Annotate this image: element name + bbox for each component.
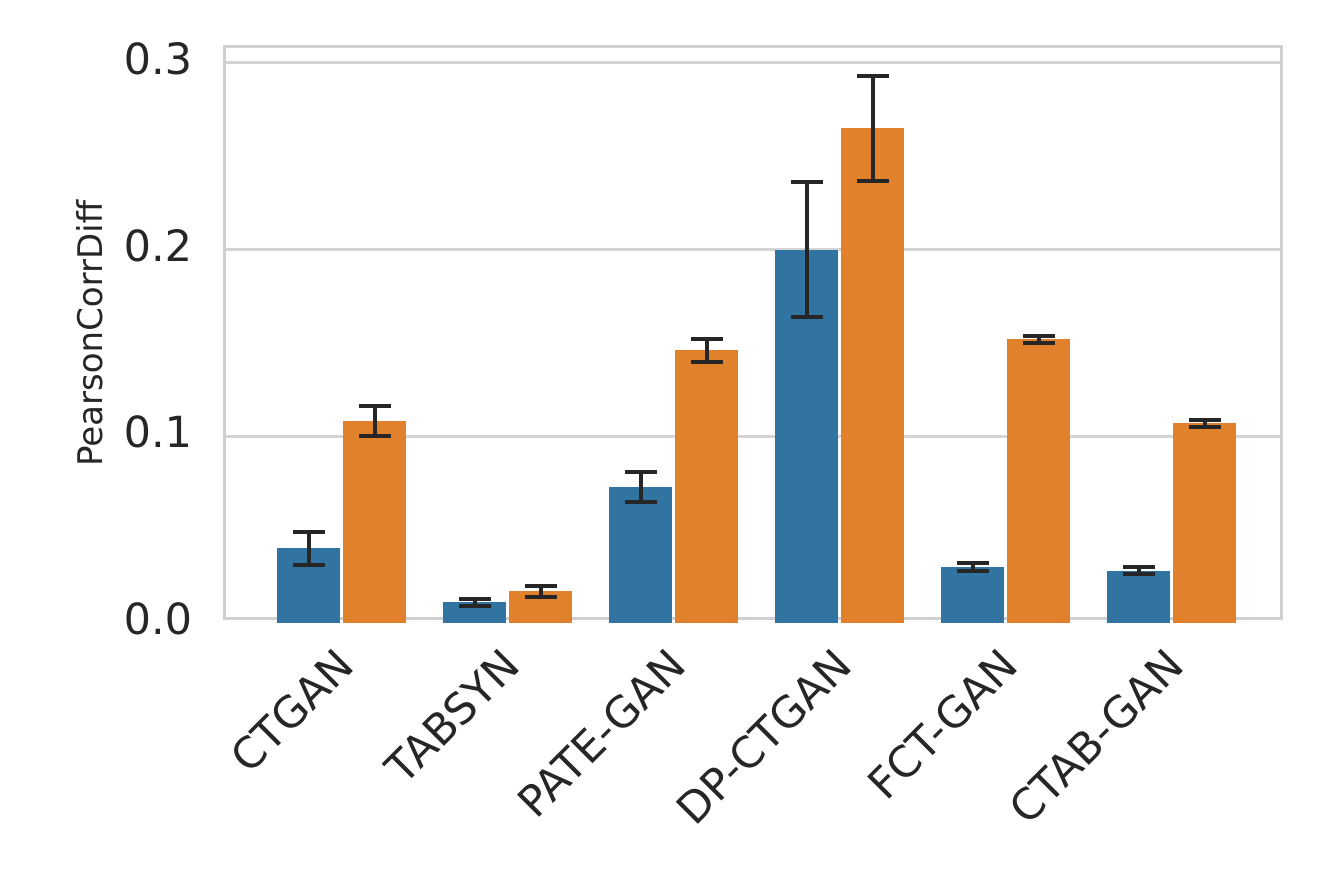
error-bar-series-orange-TABSYN — [538, 585, 543, 597]
y-tick-label-0.3: 0.3 — [123, 34, 192, 85]
y-tick-label-0.2: 0.2 — [123, 221, 192, 272]
bar-series-blue-CTAB-GAN — [1107, 570, 1170, 623]
error-cap-bottom-series-blue-CTGAN — [292, 563, 325, 568]
error-cap-top-series-orange-FCT-GAN — [1022, 333, 1055, 338]
bar-series-orange-FCT-GAN — [1007, 339, 1070, 623]
bar-series-orange-PATE-GAN — [675, 350, 738, 623]
error-cap-top-series-orange-CTAB-GAN — [1188, 417, 1221, 422]
x-tick-label-TABSYN: TABSYN — [376, 640, 530, 794]
error-cap-bottom-series-orange-PATE-GAN — [690, 359, 723, 364]
gridline-y-0.2 — [226, 248, 1280, 252]
error-bar-series-orange-DP-CTGAN — [870, 76, 875, 181]
bar-series-orange-CTGAN — [343, 421, 406, 623]
error-cap-bottom-series-blue-TABSYN — [458, 604, 491, 609]
plot-area — [223, 45, 1283, 623]
error-bar-series-blue-CTGAN — [306, 531, 311, 566]
bar-series-orange-DP-CTGAN — [841, 128, 904, 623]
error-bar-series-orange-CTAB-GAN — [1202, 419, 1207, 427]
error-cap-bottom-series-orange-TABSYN — [524, 594, 557, 599]
error-cap-bottom-series-blue-CTAB-GAN — [1122, 572, 1155, 577]
error-cap-bottom-series-blue-DP-CTGAN — [790, 314, 823, 319]
error-cap-top-series-blue-TABSYN — [458, 596, 491, 601]
error-cap-bottom-series-blue-FCT-GAN — [956, 568, 989, 573]
error-bar-series-orange-FCT-GAN — [1036, 335, 1041, 343]
error-cap-top-series-orange-TABSYN — [524, 583, 557, 588]
y-tick-label-0.0: 0.0 — [123, 595, 192, 645]
error-bar-series-blue-TABSYN — [472, 598, 477, 607]
error-bar-series-orange-CTGAN — [372, 406, 377, 437]
error-cap-bottom-series-orange-FCT-GAN — [1022, 340, 1055, 345]
error-cap-bottom-series-orange-CTAB-GAN — [1188, 424, 1221, 429]
error-bar-series-blue-FCT-GAN — [970, 563, 975, 571]
error-cap-bottom-series-blue-PATE-GAN — [624, 499, 657, 504]
gridline-y-0.1 — [226, 434, 1280, 438]
bar-series-blue-PATE-GAN — [609, 486, 672, 623]
error-cap-bottom-series-orange-DP-CTGAN — [856, 178, 889, 183]
error-cap-top-series-blue-CTGAN — [292, 529, 325, 534]
error-cap-top-series-blue-PATE-GAN — [624, 469, 657, 474]
x-tick-label-DP-CTGAN: DP-CTGAN — [667, 640, 862, 835]
error-cap-bottom-series-orange-CTGAN — [358, 434, 391, 439]
error-cap-top-series-orange-PATE-GAN — [690, 337, 723, 342]
error-bar-series-orange-PATE-GAN — [704, 339, 709, 362]
error-bar-series-blue-DP-CTGAN — [804, 182, 809, 317]
x-tick-label-CTAB-GAN: CTAB-GAN — [1000, 640, 1194, 834]
x-tick-label-FCT-GAN: FCT-GAN — [858, 640, 1028, 810]
x-tick-label-CTGAN: CTGAN — [221, 640, 364, 783]
bar-series-orange-CTAB-GAN — [1173, 423, 1236, 623]
error-bar-series-blue-CTAB-GAN — [1136, 566, 1141, 575]
error-cap-top-series-orange-CTGAN — [358, 404, 391, 409]
error-cap-top-series-blue-DP-CTGAN — [790, 180, 823, 185]
y-tick-label-0.1: 0.1 — [123, 408, 192, 459]
gridline-y-0.3 — [226, 61, 1280, 65]
error-bar-series-blue-PATE-GAN — [638, 471, 643, 502]
error-cap-top-series-blue-FCT-GAN — [956, 561, 989, 566]
error-cap-top-series-blue-CTAB-GAN — [1122, 564, 1155, 569]
error-cap-top-series-orange-DP-CTGAN — [856, 74, 889, 78]
bar-series-blue-FCT-GAN — [941, 566, 1004, 623]
